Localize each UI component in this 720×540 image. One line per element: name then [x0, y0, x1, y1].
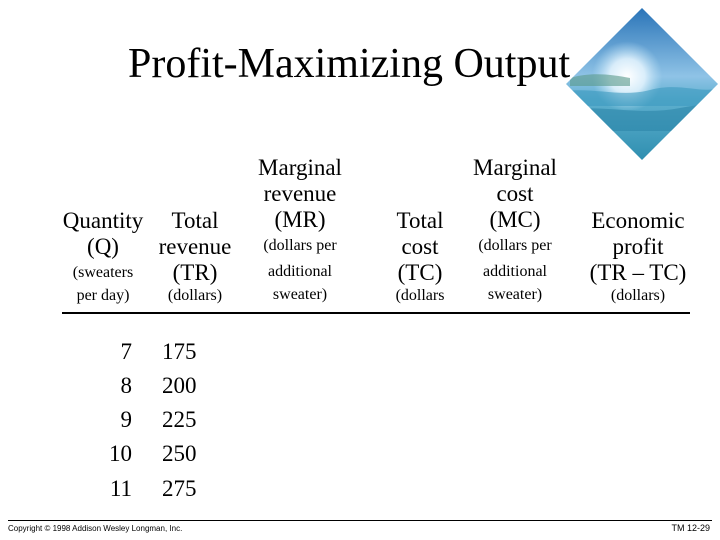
total-revenue-cell: 275 — [162, 476, 197, 501]
total-revenue-cell: 200 — [162, 373, 197, 398]
quantity-cell: 8 — [120, 373, 133, 398]
quantity-cell: 11 — [109, 476, 132, 501]
total-revenue-cell: 225 — [162, 407, 197, 432]
total-revenue-cell: 175 — [162, 339, 197, 364]
total-revenue-cell: 250 — [162, 441, 197, 466]
footer-divider — [8, 520, 712, 521]
header-divider — [62, 312, 690, 314]
header-marginal-revenue: Marginal revenue (MR) (dollars per addit… — [258, 155, 342, 303]
header-total-cost: Total cost (TC) (dollars — [395, 208, 445, 304]
header-economic-profit: Economic profit (TR – TC) (dollars) — [589, 208, 687, 304]
slide-number: TM 12-29 — [671, 523, 710, 533]
copyright-notice: Copyright © 1998 Addison Wesley Longman,… — [8, 524, 183, 533]
quantity-cell: 7 — [120, 339, 133, 364]
slide-title: Profit-Maximizing Output — [128, 41, 571, 87]
ocean-diamond-image — [566, 8, 718, 160]
header-quantity: Quantity (Q) (sweaters per day) — [62, 208, 144, 304]
quantity-cell: 10 — [109, 441, 132, 466]
header-marginal-cost: Marginal cost (MC) (dollars per addition… — [473, 155, 557, 303]
header-total-revenue: Total revenue (TR) (dollars) — [158, 208, 232, 304]
quantity-cell: 9 — [120, 407, 133, 432]
